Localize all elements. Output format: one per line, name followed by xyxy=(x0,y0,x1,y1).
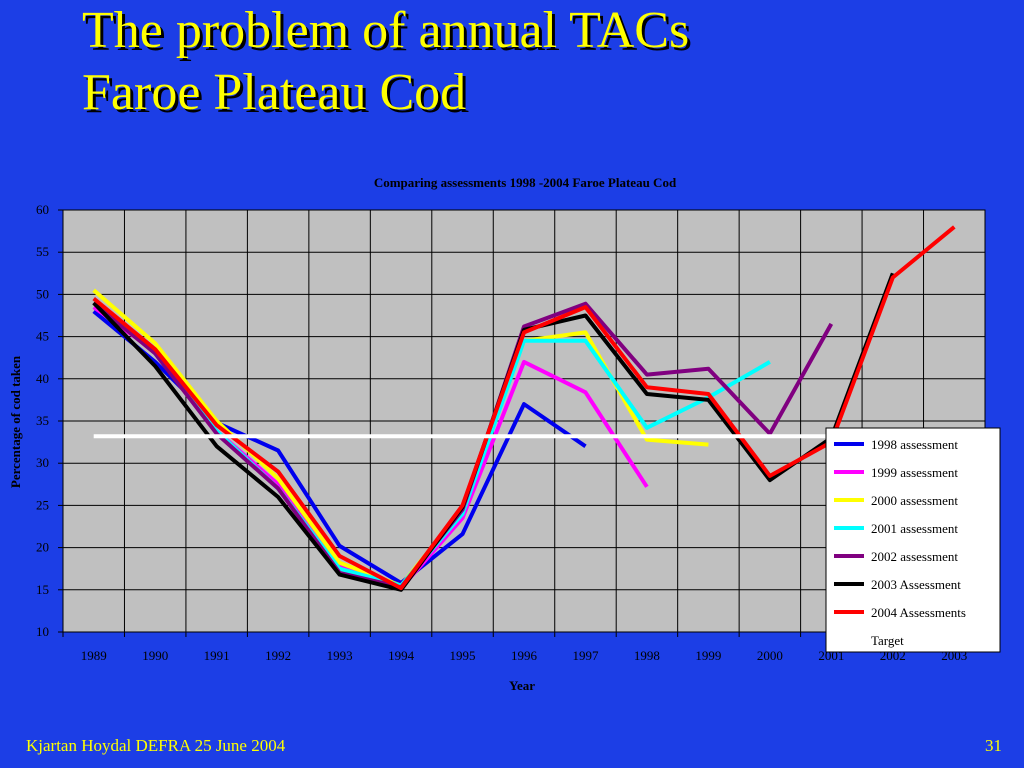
y-tick-label: 45 xyxy=(36,329,49,344)
x-tick-label: 1992 xyxy=(265,648,291,663)
x-tick-label: 1990 xyxy=(142,648,168,663)
legend-label-target: Target xyxy=(871,633,904,648)
legend-label-1998-assessment: 1998 assessment xyxy=(871,437,958,452)
legend-label-2004-assessments: 2004 Assessments xyxy=(871,605,966,620)
y-tick-label: 35 xyxy=(36,413,49,428)
x-axis: 1989 1990 1991 1992 1993 1994 1995 1996 1997 1998… xyxy=(62,632,986,663)
x-tick-label: 2000 xyxy=(757,648,783,663)
y-tick-label: 25 xyxy=(36,497,49,512)
x-tick-label: 1993 xyxy=(327,648,353,663)
slide-title-line1: The problem of annual TACs xyxy=(82,2,690,59)
series-lines xyxy=(92,225,956,592)
x-tick-label: 1991 xyxy=(204,648,230,663)
legend-box xyxy=(825,427,1001,653)
legend-label-2002-assessment: 2002 assessment xyxy=(871,549,958,564)
chart-title: Comparing assessments 1998 -2004 Faroe P… xyxy=(374,175,677,190)
legend: 1998 assessment 1999 assessment 2000 asses… xyxy=(825,427,1001,653)
line-chart: Comparing assessments 1998 -2004 Faroe P… xyxy=(8,175,1001,693)
y-axis: 10 15 20 25 30 35 40 45 50 55 60 xyxy=(36,202,63,639)
x-tick-label: 1998 xyxy=(634,648,660,663)
slide-title-line2: Faroe Plateau Cod xyxy=(82,64,467,121)
x-tick-label: 1996 xyxy=(511,648,538,663)
x-tick-label: 1995 xyxy=(450,648,476,663)
x-tick-label: 1994 xyxy=(388,648,415,663)
y-tick-label: 55 xyxy=(36,244,49,259)
y-tick-label: 60 xyxy=(36,202,49,217)
y-tick-label: 30 xyxy=(36,455,49,470)
legend-label-2001-assessment: 2001 assessment xyxy=(871,521,958,536)
y-axis-label: Percentage of cod taken xyxy=(8,355,23,488)
legend-label-2000-assessment: 2000 assessment xyxy=(871,493,958,508)
y-tick-label: 40 xyxy=(36,371,49,386)
page-number: 31 xyxy=(985,736,1002,755)
legend-label-2003-assessment: 2003 Assessment xyxy=(871,577,961,592)
x-tick-label: 1997 xyxy=(572,648,599,663)
footer-author: Kjartan Hoydal DEFRA 25 June 2004 xyxy=(26,736,286,755)
slide-title: The problem of annual TACs Faroe Plateau… xyxy=(82,0,689,124)
y-tick-label: 15 xyxy=(36,582,49,597)
y-tick-label: 20 xyxy=(36,540,49,555)
x-axis-label: Year xyxy=(509,678,535,693)
legend-label-1999-assessment: 1999 assessment xyxy=(871,465,958,480)
x-tick-label: 1989 xyxy=(81,648,107,663)
y-tick-label: 10 xyxy=(36,624,49,639)
y-tick-label: 50 xyxy=(36,286,49,301)
x-tick-label: 1999 xyxy=(695,648,721,663)
series-line-2004-assessments xyxy=(92,225,956,591)
